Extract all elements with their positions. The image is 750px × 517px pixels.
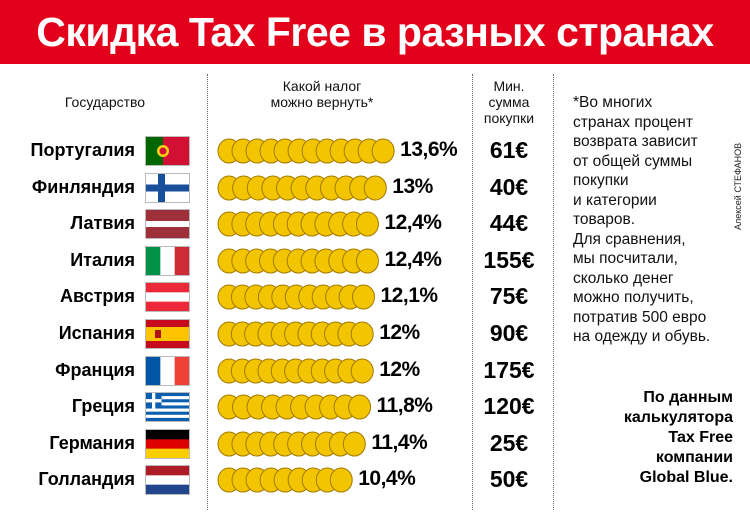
- country-label: Голландия: [38, 469, 135, 490]
- refund-bar: [217, 321, 374, 347]
- header-refund: Какой налог можно вернуть*: [232, 78, 412, 110]
- flag-germany-icon: [146, 429, 189, 458]
- refund-bar: [217, 248, 379, 274]
- min-sum-label: 155€: [483, 246, 535, 273]
- coin-mark: [350, 358, 374, 384]
- chart-title: Скидка Tax Free в разных странах: [36, 9, 714, 55]
- refund-bar: [217, 394, 372, 420]
- title-bar: [0, 0, 750, 64]
- flag-portugal-icon: [146, 137, 189, 165]
- flag-netherlands-icon: [146, 466, 189, 495]
- country-label: Германия: [49, 432, 135, 453]
- coin-mark: [350, 321, 374, 347]
- min-sum-label: 25€: [489, 429, 529, 456]
- min-sum-label: 44€: [489, 210, 529, 237]
- coin-mark: [355, 211, 379, 237]
- refund-value-label: 12,1%: [380, 284, 439, 308]
- coin-mark: [363, 175, 387, 201]
- refund-value-label: 13,6%: [400, 138, 458, 161]
- divider-1: [207, 74, 208, 510]
- header-refund-line2: можно вернуть*: [270, 94, 374, 110]
- min-sum-label: 90€: [489, 320, 529, 346]
- country-label: Греция: [71, 396, 135, 417]
- header-country: Государство: [64, 94, 146, 110]
- flag-finland-icon: [146, 173, 189, 202]
- refund-bar: [217, 211, 379, 237]
- flag-italy-icon: [146, 246, 189, 275]
- coin-mark: [355, 248, 379, 274]
- refund-bar: [217, 175, 387, 201]
- country-label: Финляндия: [31, 176, 135, 197]
- min-sum-label: 120€: [483, 393, 535, 420]
- min-sum-label: 61€: [489, 137, 529, 163]
- country-label: Италия: [70, 249, 135, 270]
- author-credit: Алексей СТЕФАНОВ: [733, 142, 743, 230]
- refund-value-label: 12%: [379, 357, 420, 381]
- refund-bar: [217, 431, 366, 457]
- coin-mark: [352, 284, 376, 310]
- refund-bar: [217, 358, 374, 384]
- footnote: *Во многих странах процент возврата зави…: [573, 94, 711, 345]
- refund-value-label: 11,4%: [371, 430, 428, 454]
- min-sum-label: 40€: [489, 173, 529, 200]
- coin-mark: [342, 431, 366, 457]
- refund-value-label: 12%: [379, 321, 420, 344]
- flag-france-icon: [146, 356, 189, 385]
- flag-spain-icon: [146, 320, 189, 348]
- refund-bar: [217, 138, 395, 164]
- refund-bar: [217, 467, 353, 493]
- coin-mark: [329, 467, 353, 493]
- refund-value-label: 11,8%: [376, 394, 433, 418]
- flag-austria-icon: [146, 283, 189, 312]
- min-sum-label: 175€: [483, 356, 535, 383]
- refund-value-label: 12,4%: [384, 247, 442, 271]
- coin-mark: [371, 138, 395, 164]
- refund-bar: [217, 284, 376, 310]
- country-label: Австрия: [59, 286, 135, 307]
- header-min-line1: Мин.: [493, 78, 525, 94]
- country-label: Франция: [55, 359, 135, 380]
- flag-latvia-icon: [146, 210, 189, 239]
- flag-greece-icon: [146, 393, 189, 422]
- min-sum-label: 50€: [489, 466, 529, 493]
- coin-mark: [348, 394, 372, 420]
- header-min-sum: Мин. сумма покупки: [470, 78, 548, 126]
- header-min-line3: покупки: [483, 110, 535, 126]
- header-refund-line1: Какой налог: [282, 78, 362, 94]
- refund-value-label: 10,4%: [358, 467, 416, 491]
- country-label: Латвия: [70, 213, 135, 234]
- source-note: По данным калькулятора Tax Free компании…: [623, 389, 733, 486]
- country-label: Испания: [58, 323, 135, 343]
- header-min-line2: сумма: [488, 94, 530, 110]
- divider-3: [553, 74, 554, 510]
- refund-value-label: 12,4%: [384, 211, 442, 235]
- min-sum-label: 75€: [489, 283, 529, 310]
- divider-2: [472, 74, 473, 510]
- refund-value-label: 13%: [392, 174, 433, 198]
- country-label: Португалия: [30, 140, 135, 160]
